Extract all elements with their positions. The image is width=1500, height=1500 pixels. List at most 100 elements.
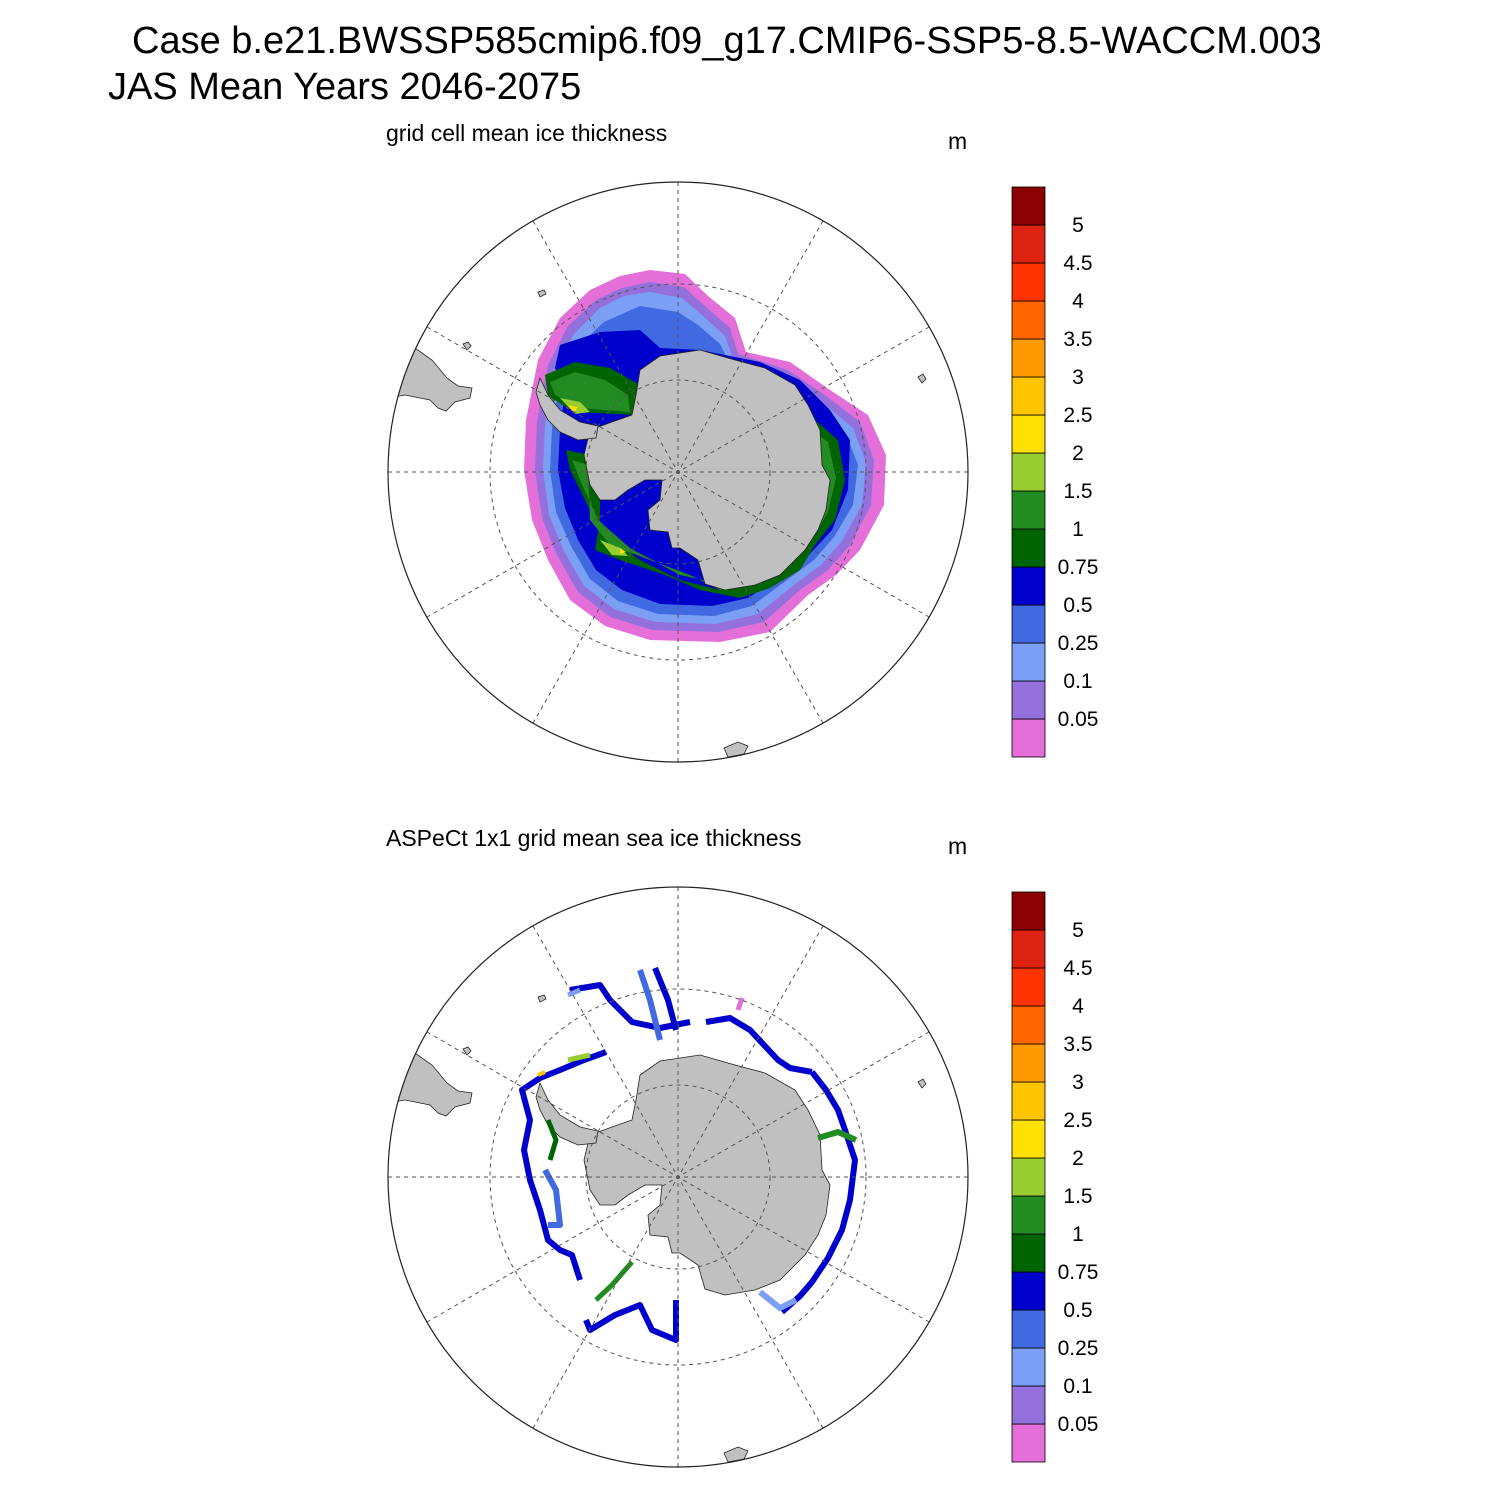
ship-track: [569, 982, 691, 1031]
colorbar-panel-2: 0.05 0.1 0.25 0.5 0.75 1 1.5 2 2.5 3 3.5 4 4.5 5: [1011, 891, 1099, 1463]
map-graticule: [388, 182, 968, 762]
colorbar-box: [1011, 528, 1046, 568]
colorbar-box: [1011, 376, 1046, 416]
colorbar-box: [1011, 262, 1046, 302]
colorbar-tick-label: 2: [1072, 1147, 1084, 1170]
land-island: [917, 373, 927, 384]
land-south-america: [388, 347, 473, 412]
colorbar-tick-label: 0.25: [1058, 1337, 1099, 1360]
land-antarctica: [583, 1054, 831, 1296]
colorbar-tick-label: 4.5: [1063, 957, 1092, 980]
colorbar-box: [1011, 929, 1046, 969]
land-south-america: [388, 1052, 473, 1117]
colorbar-tick-label: 0.5: [1063, 1299, 1092, 1322]
colorbar-tick-label: 3.5: [1063, 328, 1092, 351]
ship-track: [652, 966, 679, 1031]
ship-tracks: [519, 966, 858, 1343]
colorbar-box: [1011, 1119, 1046, 1159]
colorbar-box: [1011, 967, 1046, 1007]
colorbar-box: [1011, 414, 1046, 454]
panel-1-title: grid cell mean ice thickness: [386, 120, 668, 146]
ship-track: [735, 997, 745, 1011]
map-boundary: [387, 886, 969, 1468]
colorbar-tick-label: 2: [1072, 442, 1084, 465]
colorbar-tick-label: 5: [1072, 214, 1084, 237]
colorbar-tick-label: 1.5: [1063, 1185, 1092, 1208]
land-island: [723, 741, 749, 758]
panel-2-title: ASPeCt 1x1 grid mean sea ice thickness: [386, 825, 802, 851]
colorbar-tick-label: 0.1: [1063, 670, 1092, 693]
ship-track: [583, 1300, 679, 1343]
figure-title-period: JAS Mean Years 2046-2075: [108, 66, 582, 108]
land-antarctic-peninsula: [535, 376, 599, 441]
land-antarctic-peninsula: [535, 1081, 599, 1146]
land-island: [462, 1046, 472, 1056]
panel-2-unit: m: [948, 833, 968, 859]
panel-1-unit: m: [948, 128, 968, 154]
colorbar-box: [1011, 1385, 1046, 1425]
ship-track: [817, 1129, 858, 1143]
ice-band-1.5: [550, 372, 836, 590]
colorbar-box: [1011, 1309, 1046, 1349]
land-island: [917, 1078, 927, 1089]
colorbar-box: [1011, 1005, 1046, 1045]
colorbar-tick-label: 0.5: [1063, 594, 1092, 617]
colorbar-box: [1011, 566, 1046, 606]
colorbar-box: [1011, 338, 1046, 378]
colorbar-tick-label: 0.05: [1058, 1413, 1099, 1436]
ship-track: [780, 1070, 858, 1315]
map-panel-model: [387, 181, 969, 763]
ship-track: [758, 1289, 798, 1311]
colorbar-box: [1011, 718, 1046, 758]
land-antarctica: [583, 349, 831, 591]
colorbar-tick-label: 3: [1072, 1071, 1084, 1094]
map-graticule: [388, 887, 968, 1467]
land-island: [462, 341, 472, 351]
colorbar-tick-label: 5: [1072, 919, 1084, 942]
ship-track: [567, 1052, 591, 1063]
colorbar-tick-label: 0.75: [1058, 556, 1099, 579]
colorbar-tick-label: 0.75: [1058, 1261, 1099, 1284]
colorbar-tick-label: 3.5: [1063, 1033, 1092, 1056]
colorbar-tick-label: 0.25: [1058, 632, 1099, 655]
colorbar-box: [1011, 1043, 1046, 1083]
colorbar-box: [1011, 1347, 1046, 1387]
ship-track: [545, 1119, 559, 1161]
ship-track: [537, 1070, 546, 1077]
ship-track: [637, 969, 663, 1041]
colorbar-tick-label: 3: [1072, 366, 1084, 389]
colorbar-box: [1011, 300, 1046, 340]
colorbar-tick-label: 1.5: [1063, 480, 1092, 503]
colorbar-box: [1011, 680, 1046, 720]
map-boundary: [387, 181, 969, 763]
colorbar-box: [1011, 1157, 1046, 1197]
land-island: [537, 994, 547, 1003]
colorbar-tick-label: 2.5: [1063, 1109, 1092, 1132]
colorbar-box: [1011, 1423, 1046, 1463]
colorbar-box: [1011, 186, 1046, 226]
ship-track: [567, 987, 581, 998]
colorbar-box: [1011, 452, 1046, 492]
colorbar-tick-label: 2.5: [1063, 404, 1092, 427]
colorbar-tick-label: 4: [1072, 995, 1084, 1018]
colorbar-box: [1011, 1081, 1046, 1121]
colorbar-box: [1011, 604, 1046, 644]
ship-track: [519, 1049, 608, 1281]
colorbar-tick-label: 1: [1072, 518, 1084, 541]
colorbar-tick-label: 1: [1072, 1223, 1084, 1246]
colorbar-tick-label: 4.5: [1063, 252, 1092, 275]
ship-track: [542, 1168, 563, 1228]
figure-title-case: Case b.e21.BWSSP585cmip6.f09_g17.CMIP6-S…: [132, 20, 1322, 62]
land-island: [537, 289, 547, 298]
map-panel-observations: [387, 886, 969, 1468]
colorbar-panel-1: 0.05 0.1 0.25 0.5 0.75 1 1.5 2 2.5 3 3.5 4 4.5 5: [1011, 186, 1099, 758]
colorbar-tick-label: 0.1: [1063, 1375, 1092, 1398]
colorbar-box: [1011, 1233, 1046, 1273]
colorbar-tick-label: 0.05: [1058, 708, 1099, 731]
colorbar-box: [1011, 1195, 1046, 1235]
colorbar-box: [1011, 490, 1046, 530]
colorbar-box: [1011, 1271, 1046, 1311]
colorbar-tick-label: 4: [1072, 290, 1084, 313]
land-island: [723, 1446, 749, 1463]
